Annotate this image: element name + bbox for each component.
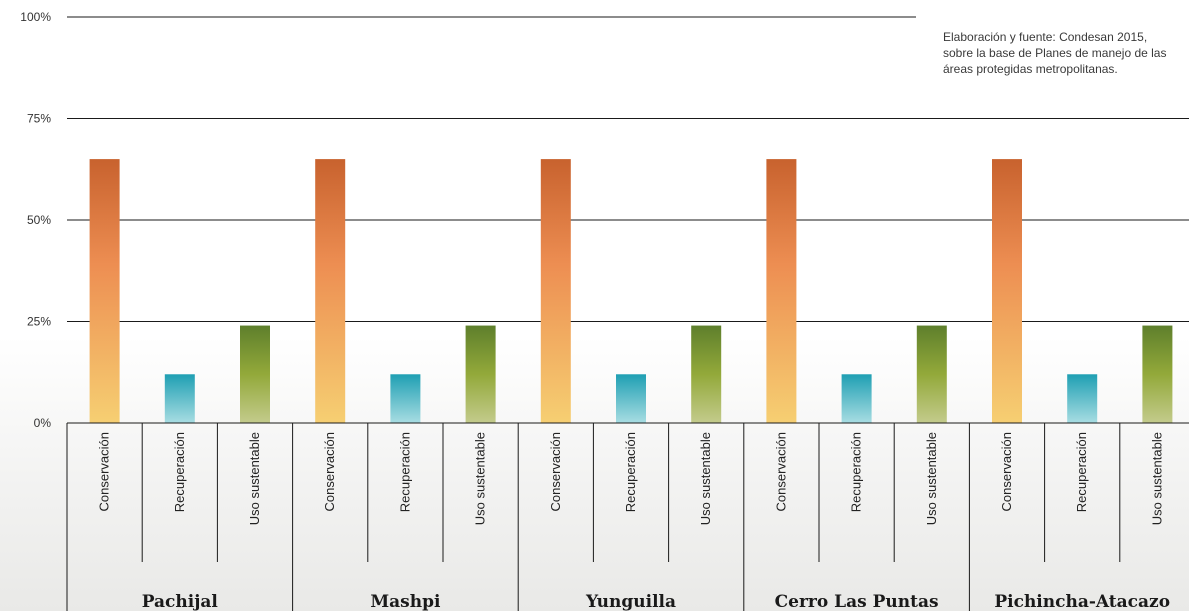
- category-label: Uso sustentable: [473, 432, 488, 525]
- category-label: Uso sustentable: [698, 432, 713, 525]
- category-label: Recuperación: [623, 432, 638, 512]
- category-label: Recuperación: [397, 432, 412, 512]
- bar-1-0: [315, 159, 346, 423]
- bar-4-1: [1067, 374, 1098, 423]
- bar-2-0: [540, 159, 571, 423]
- group-label: Cerro Las Puntas: [775, 592, 939, 611]
- bar-4-2: [1142, 325, 1173, 423]
- bar-0-0: [89, 159, 120, 423]
- group-labels: Pachijal Mashpi Yunguilla Cerro Las Puntas P…: [142, 592, 1170, 611]
- category-label: Uso sustentable: [247, 432, 262, 525]
- category-label: Conservación: [322, 432, 337, 512]
- group-label: Pachijal: [142, 592, 219, 611]
- category-label: Uso sustentable: [1149, 432, 1164, 525]
- group-label: Mashpi: [370, 592, 441, 611]
- group-label: Pichincha-Atacazo: [994, 592, 1170, 611]
- y-tick-label: 0%: [34, 416, 52, 430]
- category-label: Recuperación: [1074, 432, 1089, 512]
- y-axis-ticks: 0% 25% 50% 75% 100%: [20, 10, 51, 430]
- category-label: Conservación: [97, 432, 112, 512]
- bar-2-1: [616, 374, 646, 423]
- source-note: Elaboración y fuente: Condesan 2015, sob…: [943, 30, 1167, 76]
- bar-3-0: [766, 159, 797, 423]
- category-label: Uso sustentable: [924, 432, 939, 525]
- bars: [89, 159, 1173, 423]
- group-label: Yunguilla: [585, 592, 676, 611]
- category-label: Conservación: [773, 432, 788, 512]
- y-tick-label: 100%: [20, 10, 51, 24]
- bar-3-2: [916, 325, 947, 423]
- bar-3-1: [841, 374, 872, 423]
- y-tick-label: 50%: [27, 213, 51, 227]
- category-label: Conservación: [548, 432, 563, 512]
- y-tick-label: 25%: [27, 315, 51, 329]
- category-label: Conservación: [999, 432, 1014, 512]
- bar-1-2: [465, 325, 496, 423]
- y-tick-label: 75%: [27, 112, 51, 126]
- bar-1-1: [390, 374, 421, 423]
- category-labels: Conservación Recuperación Uso sustentable C…: [97, 432, 1165, 525]
- bar-2-2: [691, 325, 722, 423]
- category-label: Recuperación: [172, 432, 187, 512]
- bar-4-0: [992, 159, 1022, 423]
- category-separators: [66, 422, 1189, 611]
- category-label: Recuperación: [849, 432, 864, 512]
- bar-0-2: [240, 325, 270, 423]
- bar-0-1: [164, 374, 195, 423]
